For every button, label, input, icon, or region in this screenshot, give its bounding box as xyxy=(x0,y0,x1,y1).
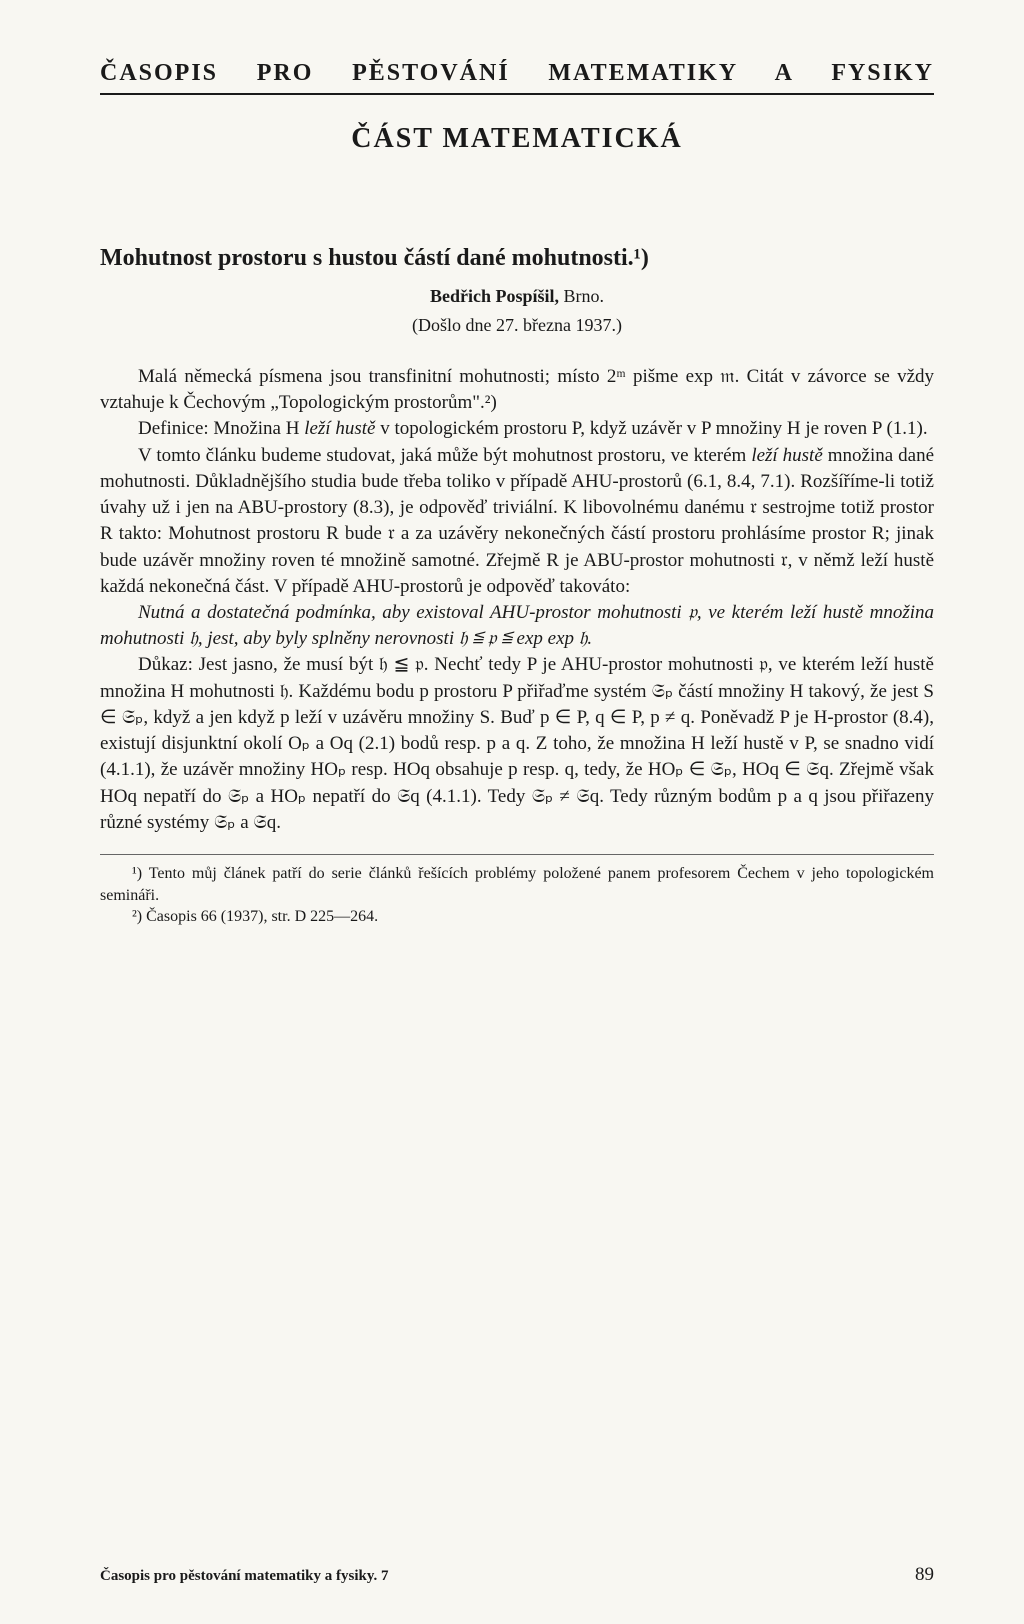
footer-journal-ref: Časopis pro pěstování matematiky a fysik… xyxy=(100,1568,389,1585)
text-run: v topologickém prostoru P, když uzávěr v… xyxy=(375,418,927,439)
footnotes: ¹) Tento můj článek patří do serie článk… xyxy=(100,854,934,928)
emphasis: leží hustě xyxy=(751,445,822,466)
page-footer: Časopis pro pěstování matematiky a fysik… xyxy=(100,1564,934,1586)
paragraph: Nutná a dostatečná podmínka, aby existov… xyxy=(100,600,934,652)
paragraph: V tomto článku budeme studovat, jaká můž… xyxy=(100,443,934,600)
paragraph: Definice: Množina H leží hustě v topolog… xyxy=(100,416,934,442)
footnote: ²) Časopis 66 (1937), str. D 225—264. xyxy=(100,906,934,928)
text-run: množina dané mohutnosti. Důkladnějšího s… xyxy=(100,445,934,597)
journal-title: ČASOPIS PRO PĚSTOVÁNÍ MATEMATIKY A FYSIK… xyxy=(100,60,934,95)
section-title: ČÁST MATEMATICKÁ xyxy=(100,123,934,155)
text-run: V tomto článku budeme studovat, jaká můž… xyxy=(138,445,751,466)
text-run: Definice: Množina H xyxy=(138,418,304,439)
author-city: Brno. xyxy=(564,286,605,306)
article-title: Mohutnost prostoru s hustou částí dané m… xyxy=(100,245,934,272)
paragraph: Důkaz: Jest jasno, že musí být 𝔥 ≦ 𝔭. Ne… xyxy=(100,652,934,836)
author-line: Bedřich Pospíšil, Brno. xyxy=(100,286,934,307)
received-date: (Došlo dne 27. března 1937.) xyxy=(100,315,934,336)
paragraph: Malá německá písmena jsou transfinitní m… xyxy=(100,364,934,416)
footnote: ¹) Tento můj článek patří do serie článk… xyxy=(100,863,934,906)
author-name: Bedřich Pospíšil, xyxy=(430,286,559,306)
page-number: 89 xyxy=(915,1564,934,1586)
theorem-statement: Nutná a dostatečná podmínka, aby existov… xyxy=(100,602,934,649)
emphasis: leží hustě xyxy=(304,418,375,439)
article-body: Malá německá písmena jsou transfinitní m… xyxy=(100,364,934,836)
